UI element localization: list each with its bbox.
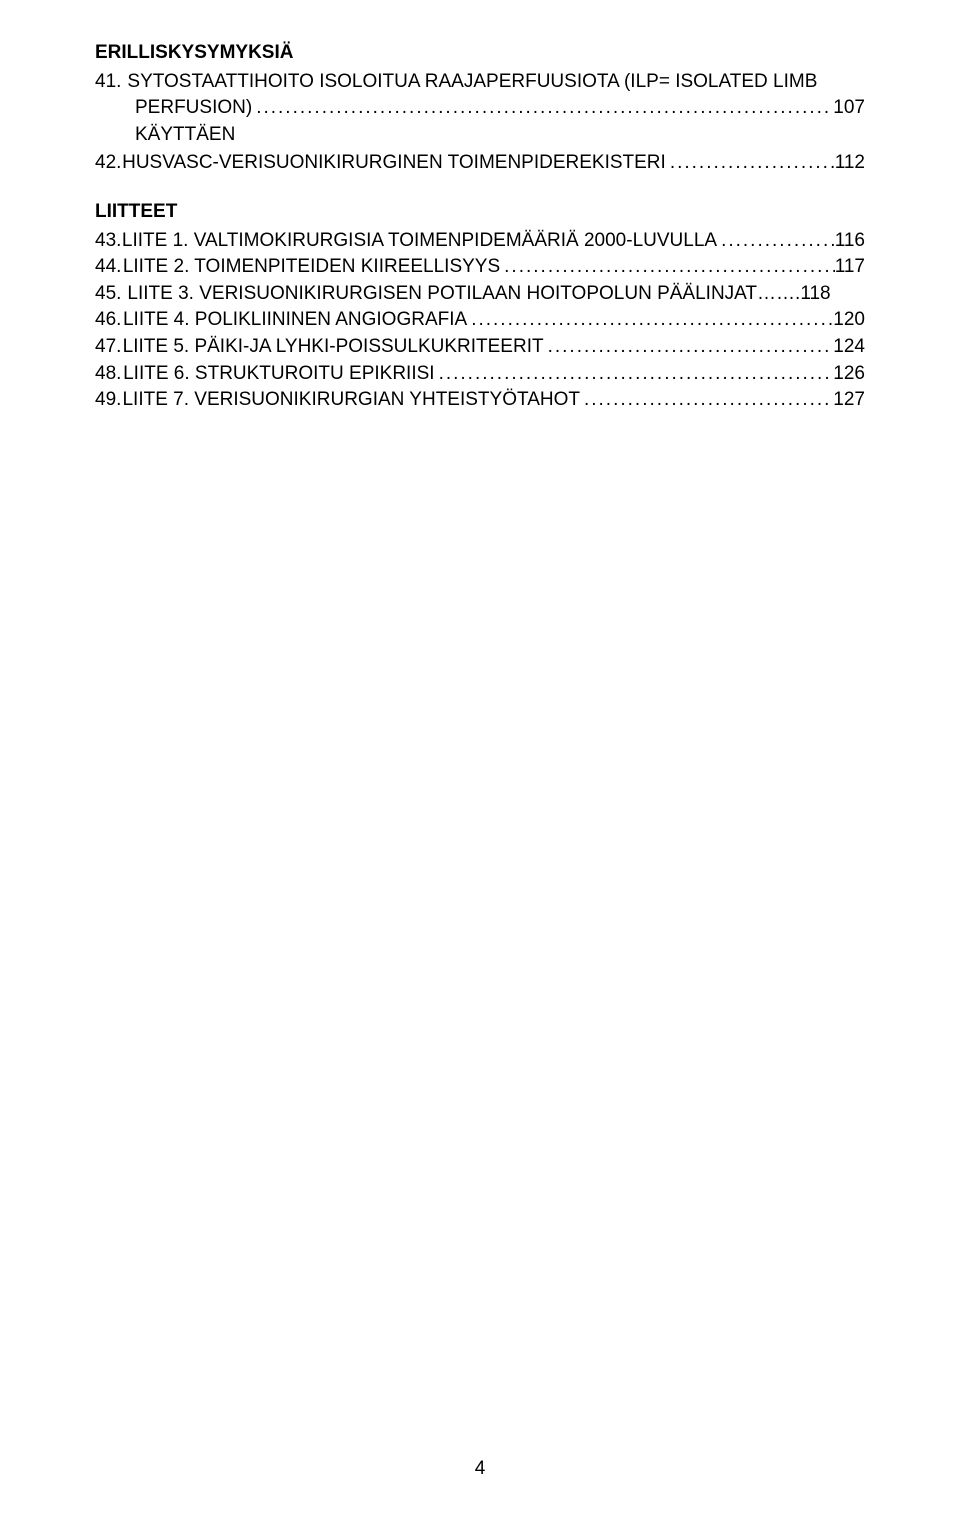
toc-label: LIITE 7. VERISUONIKIRURGIAN YHTEISTYÖTAH… [122, 387, 579, 414]
toc-page: 126 [833, 361, 865, 388]
toc-num: 47. [95, 334, 121, 361]
toc-label: LIITE 3. VERISUONIKIRURGISEN POTILAAN HO… [127, 281, 757, 308]
toc-num: 48. [95, 361, 121, 388]
toc-leader-dots: ........................................… [500, 254, 835, 281]
toc-label: LIITE 6. STRUKTUROITU EPIKRIISI [123, 361, 434, 388]
toc-num: 42. [95, 150, 121, 177]
toc-leader-dots: ........................................… [252, 95, 833, 122]
toc-entry-44: 44. LIITE 2. TOIMENPITEIDEN KIIREELLISYY… [95, 254, 865, 281]
toc-entry-43: 43. LIITE 1. VALTIMOKIRURGISIA TOIMENPID… [95, 228, 865, 255]
toc-page: 116 [835, 228, 865, 255]
toc-entry-42: 42. HUSVASC-VERISUONIKIRURGINEN TOIMENPI… [95, 150, 865, 177]
document-page: ERILLISKYSYMYKSIÄ 41. SYTOSTAATTIHOITO I… [0, 0, 960, 1535]
section-heading-erillis: ERILLISKYSYMYKSIÄ [95, 40, 865, 67]
toc-page: 107 [833, 95, 865, 122]
toc-page: 112 [835, 150, 865, 177]
toc-label-line2: PERFUSION) KÄYTTÄEN [135, 95, 252, 148]
toc-page: 118 [800, 281, 830, 308]
toc-entry-48: 48. LIITE 6. STRUKTUROITU EPIKRIISI ....… [95, 361, 865, 388]
toc-num: 43. [95, 228, 121, 255]
toc-num: 44. [95, 254, 121, 281]
toc-entry-49: 49. LIITE 7. VERISUONIKIRURGIAN YHTEISTY… [95, 387, 865, 414]
toc-label: LIITE 2. TOIMENPITEIDEN KIIREELLISYYS [123, 254, 500, 281]
toc-num: 45. [95, 281, 121, 308]
toc-label: LIITE 1. VALTIMOKIRURGISIA TOIMENPIDEMÄÄ… [122, 228, 717, 255]
toc-page: 124 [833, 334, 865, 361]
toc-num: 41. [95, 69, 121, 96]
toc-entry-46: 46. LIITE 4. POLIKLIININEN ANGIOGRAFIA .… [95, 307, 865, 334]
toc-leader-dots: ........................................… [666, 150, 835, 177]
toc-label: LIITE 4. POLIKLIININEN ANGIOGRAFIA [123, 307, 467, 334]
toc-page: 127 [833, 387, 865, 414]
toc-num: 49. [95, 387, 121, 414]
toc-separator: ……. [757, 281, 800, 308]
toc-leader-dots: ........................................… [467, 307, 833, 334]
page-number: 4 [0, 1458, 960, 1480]
toc-entry-45: 45. LIITE 3. VERISUONIKIRURGISEN POTILAA… [95, 281, 865, 308]
toc-label-line1: SYTOSTAATTIHOITO ISOLOITUA RAAJAPERFUUSI… [127, 69, 817, 96]
section-heading-liitteet: LIITTEET [95, 199, 865, 226]
toc-num: 46. [95, 307, 121, 334]
toc-leader-dots: ........................................… [544, 334, 834, 361]
toc-page: 120 [833, 307, 865, 334]
toc-leader-dots: ........................................… [435, 361, 834, 388]
toc-leader-dots: ........................................… [717, 228, 835, 255]
toc-leader-dots: ........................................… [580, 387, 833, 414]
toc-entry-47: 47. LIITE 5. PÄIKI-JA LYHKI-POISSULKUKRI… [95, 334, 865, 361]
toc-label: LIITE 5. PÄIKI-JA LYHKI-POISSULKUKRITEER… [123, 334, 544, 361]
toc-label: HUSVASC-VERISUONIKIRURGINEN TOIMENPIDERE… [122, 150, 666, 177]
toc-entry-41: 41. SYTOSTAATTIHOITO ISOLOITUA RAAJAPERF… [95, 69, 865, 149]
toc-page: 117 [835, 254, 865, 281]
